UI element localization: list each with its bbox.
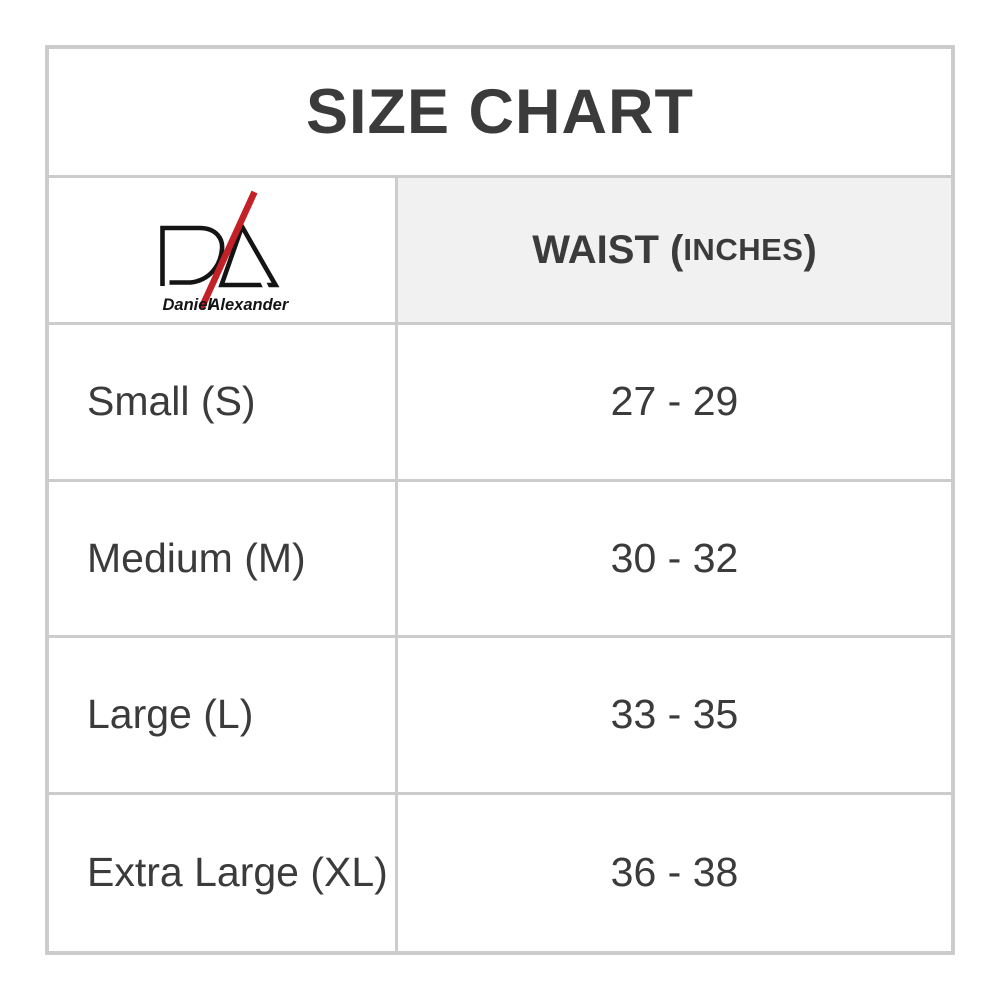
size-label: Large (L)	[87, 691, 254, 738]
logo-letter-a	[217, 220, 279, 288]
table-row-waist-medium: 30 - 32	[398, 482, 951, 638]
table-row-size-large: Large (L)	[49, 638, 398, 795]
logo-notch	[249, 257, 270, 293]
size-chart-table: SIZE CHART Daniel Alexander WAIST (INCHE…	[45, 45, 955, 955]
table-row-waist-small: 27 - 29	[398, 325, 951, 482]
title-row: SIZE CHART	[49, 49, 951, 178]
size-label: Extra Large (XL)	[87, 849, 388, 896]
table-row-waist-extra-large: 36 - 38	[398, 795, 951, 952]
logo-red-slash-icon	[198, 190, 257, 310]
size-label: Small (S)	[87, 378, 256, 425]
page-title: SIZE CHART	[306, 77, 694, 147]
waist-value: 30 - 32	[610, 534, 739, 581]
brand-name-second: Alexander	[207, 296, 289, 314]
brand-logo: Daniel Alexander	[159, 190, 289, 314]
waist-value: 33 - 35	[610, 691, 739, 738]
table-row-waist-large: 33 - 35	[398, 638, 951, 795]
brand-logo-cell: Daniel Alexander	[49, 178, 398, 325]
brand-name-first: Daniel	[162, 296, 212, 314]
waist-value: 27 - 29	[610, 378, 739, 425]
waist-header-close: )	[803, 227, 817, 272]
waist-header-label: WAIST (	[532, 227, 684, 272]
table-row-size-medium: Medium (M)	[49, 481, 398, 638]
waist-header-cell: WAIST (INCHES)	[398, 178, 951, 325]
logo-letter-d	[159, 225, 224, 286]
waist-header-unit: INCHES	[683, 232, 804, 267]
table-row-size-small: Small (S)	[49, 325, 398, 482]
waist-value: 36 - 38	[610, 849, 739, 896]
size-label: Medium (M)	[87, 534, 306, 581]
table-row-size-extra-large: Extra Large (XL)	[49, 794, 398, 951]
